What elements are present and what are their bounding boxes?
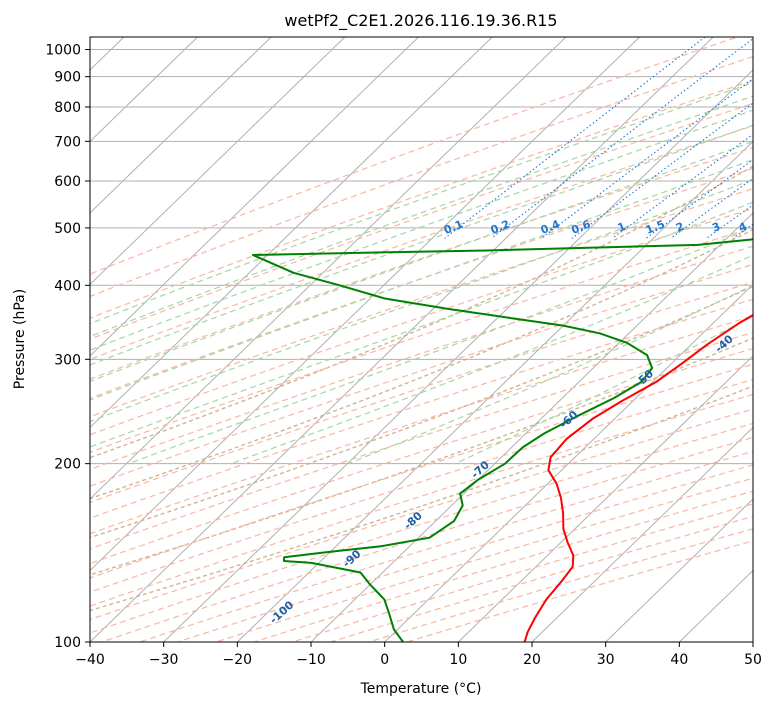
- mixing-ratio-line: [444, 37, 706, 239]
- x-tick-label: 30: [597, 652, 615, 668]
- y-tick-label: 900: [54, 70, 81, 86]
- x-tick-label: 40: [670, 652, 688, 668]
- isotherm-grid: [90, 37, 753, 642]
- moist-adiabat-line: [90, 140, 753, 382]
- dry-adiabat-line: [90, 79, 753, 319]
- chart-title: wetPf2_C2E1.2026.116.19.36.R15: [284, 11, 557, 31]
- dry-adiabat-line: [90, 55, 753, 298]
- dry-adiabat-line: [90, 331, 753, 550]
- mixing-ratio-lines: [444, 37, 753, 239]
- dry-adiabat-line: [90, 167, 753, 399]
- x-tick-label: −10: [296, 652, 326, 668]
- mixing-ratio-label: 3: [710, 220, 722, 235]
- moist-adiabats: [90, 81, 753, 465]
- moist-adiabat-line: [90, 95, 753, 338]
- isotherm-line: [457, 355, 753, 642]
- isotherm-line: [90, 37, 493, 429]
- isotherm-line: [90, 37, 272, 214]
- y-axis-label: Pressure (hPa): [12, 289, 28, 389]
- y-tick-label: 100: [54, 635, 81, 651]
- isotherm-line: [90, 37, 641, 572]
- x-tick-label: 0: [380, 652, 389, 668]
- y-tick-label: 600: [54, 174, 81, 190]
- x-tick-label: 10: [449, 652, 467, 668]
- dry-adiabat-line: [90, 188, 753, 418]
- moist-adiabat-line: [90, 158, 753, 401]
- isotherm-line: [236, 140, 753, 642]
- isotherm-line: [90, 37, 420, 357]
- isotherm-line: [383, 283, 753, 642]
- data-series: [251, 237, 753, 642]
- moist-adiabat-line: [90, 81, 753, 325]
- mixing-ratio-label: 2: [674, 220, 686, 235]
- lcl-curve: [90, 165, 753, 459]
- dry-adiabat-line: [90, 378, 753, 593]
- y-tick-label: 800: [54, 100, 81, 116]
- mixing-ratio-line: [611, 133, 753, 239]
- plot-area: 0.10.20.40.611.52346810131620253036-100-…: [90, 37, 753, 642]
- x-tick-label: 50: [744, 652, 762, 668]
- lcl-curve: [90, 385, 753, 612]
- lcl-curve: [90, 285, 753, 539]
- y-axis-ticks: 100 200 300 400 500 600 700 800 900 1000: [45, 43, 90, 651]
- dry-adiabat-line: [90, 37, 740, 275]
- dry-adiabat-line: [90, 245, 753, 471]
- isotherm-line: [90, 37, 346, 286]
- mixing-ratio-line: [540, 78, 753, 239]
- x-tick-label: −40: [75, 652, 105, 668]
- y-tick-label: 700: [54, 134, 81, 150]
- y-tick-label: 300: [54, 352, 81, 368]
- y-tick-label: 400: [54, 278, 81, 294]
- temperature-profile-line: [523, 313, 753, 642]
- dry-adiabat-line: [90, 263, 753, 487]
- isotherm-line: [604, 498, 753, 642]
- moist-adiabat-line: [230, 254, 753, 465]
- x-axis-label: Temperature (°C): [360, 681, 482, 697]
- dry-adiabat-line: [90, 207, 753, 436]
- isotherm-line: [90, 37, 567, 500]
- lcl-curve: [90, 228, 753, 500]
- x-tick-label: −30: [149, 652, 179, 668]
- mixing-ratio-line: [490, 38, 753, 239]
- x-axis-ticks: −40 −30 −20 −10 0 10 20 30 40 50: [75, 642, 762, 668]
- y-tick-label: 500: [54, 221, 81, 237]
- moist-adiabat-line: [90, 178, 753, 423]
- moist-adiabat-line: [90, 124, 753, 366]
- mixing-ratio-label: 1: [616, 220, 628, 235]
- y-tick-label: 200: [54, 457, 81, 473]
- isotherm-line: [90, 37, 714, 642]
- x-tick-label: 20: [523, 652, 541, 668]
- isotherm-line: [310, 212, 753, 642]
- isotherm-line: [90, 37, 199, 143]
- dry-adiabat-line: [90, 298, 753, 519]
- dewpoint-profile-line: [251, 237, 753, 642]
- moist-adiabat-line: [347, 284, 753, 465]
- lcl-curves: [90, 165, 753, 612]
- lcl-curve: [90, 337, 753, 576]
- plot-frame: [89, 36, 754, 643]
- y-tick-label: 1000: [45, 43, 81, 59]
- isotherm-line: [531, 426, 753, 642]
- x-tick-label: −20: [223, 652, 253, 668]
